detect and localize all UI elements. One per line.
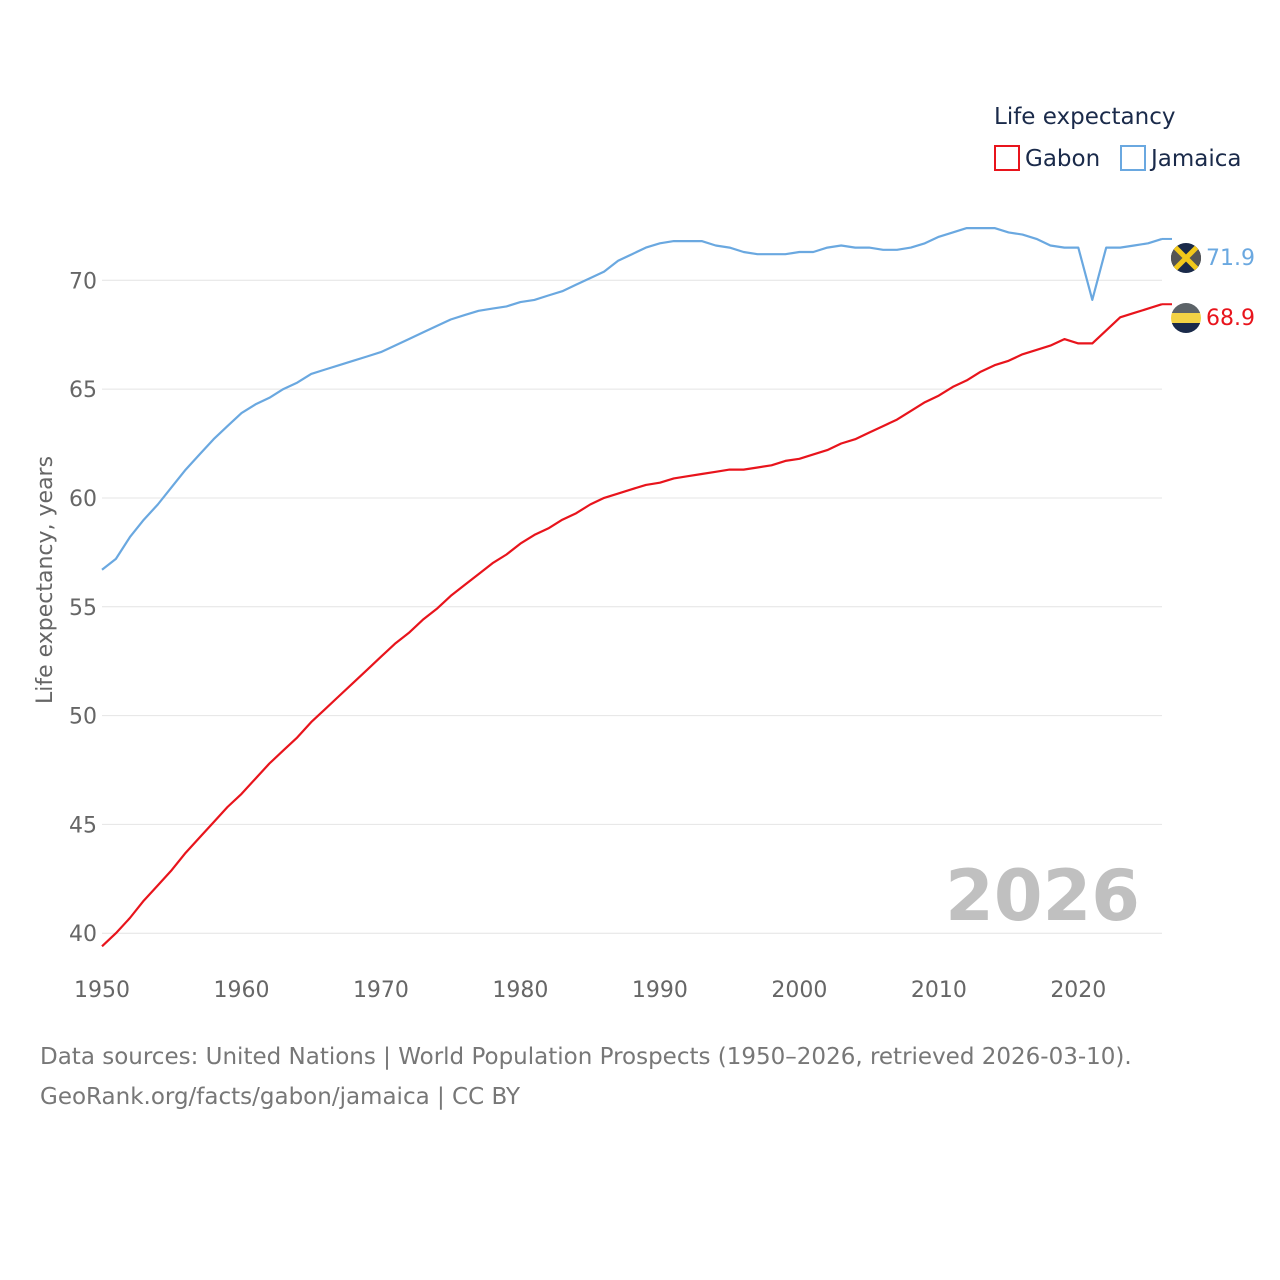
legend-swatch-jamaica [1120,145,1146,171]
legend-item-jamaica[interactable]: Jamaica [1120,145,1242,172]
x-tick-2010: 2010 [911,978,967,1003]
x-tick-1990: 1990 [632,978,688,1003]
legend-label-jamaica: Jamaica [1149,146,1242,172]
x-tick-1950: 1950 [74,978,130,1003]
year-stamp: 2026 [945,855,1140,937]
x-tick-2020: 2020 [1050,978,1106,1003]
y-tick-50: 50 [69,705,97,730]
legend-label-gabon: Gabon [1025,146,1100,172]
y-tick-40: 40 [69,922,97,947]
y-tick-45: 45 [69,813,97,838]
footer-sources: Data sources: United Nations | World Pop… [40,1044,1132,1070]
life-expectancy-chart: 40 45 50 55 60 65 70 1950 1960 1970 1980 1990 2000 2… [33,104,1255,1003]
series-lines [101,227,1172,948]
x-tick-2000: 2000 [771,978,827,1003]
y-tick-65: 65 [69,378,97,403]
y-axis-label: Life expectancy, years [33,456,58,704]
gabon-flag-icon [1171,303,1201,333]
footer-attribution[interactable]: GeoRank.org/facts/gabon/jamaica | CC BY [40,1084,521,1110]
y-tick-70: 70 [69,269,97,294]
series-line-gabon [101,303,1163,948]
jamaica-end-value: 71.9 [1206,246,1255,271]
gabon-end-value: 68.9 [1206,306,1255,331]
legend-item-gabon[interactable]: Gabon [994,145,1100,172]
y-tick-60: 60 [69,487,97,512]
x-tick-1960: 1960 [213,978,269,1003]
x-tick-1980: 1980 [492,978,548,1003]
legend-title: Life expectancy [994,104,1175,130]
y-axis-ticks: 40 45 50 55 60 65 70 [69,269,97,947]
series-line-jamaica [101,227,1163,571]
jamaica-flag-icon [1171,243,1201,273]
legend-swatch-gabon [994,145,1020,171]
x-tick-1970: 1970 [353,978,409,1003]
y-tick-55: 55 [69,596,97,621]
x-axis-ticks: 1950 1960 1970 1980 1990 2000 2010 2020 [74,978,1106,1003]
gridlines [102,279,1162,934]
